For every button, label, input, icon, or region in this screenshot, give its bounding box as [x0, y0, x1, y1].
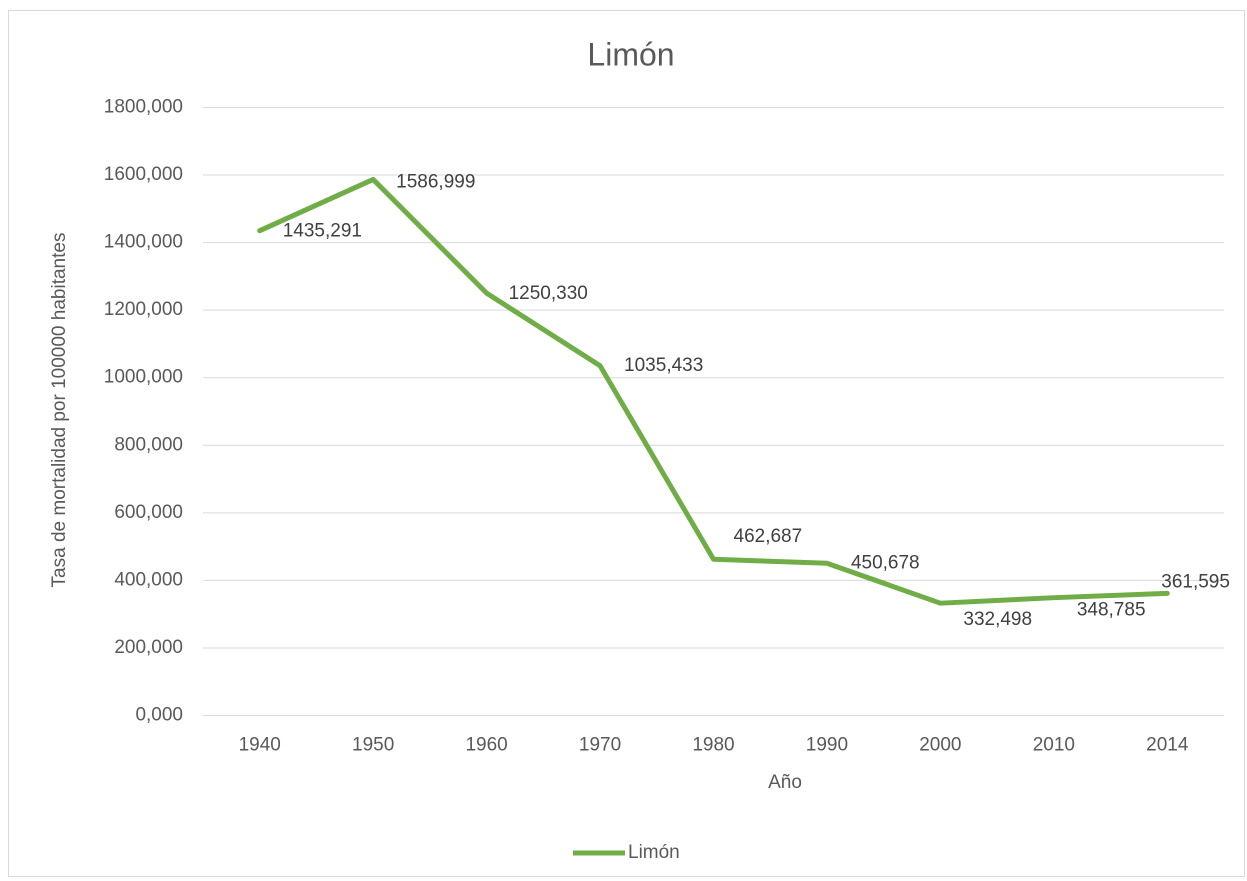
y-tick-label: 1800,000 — [104, 97, 183, 118]
x-axis-label: Año — [768, 772, 802, 793]
data-label: 332,498 — [963, 609, 1032, 630]
y-tick-label: 200,000 — [114, 637, 183, 658]
x-tick-label: 1980 — [692, 735, 734, 756]
y-tick-label: 1200,000 — [104, 299, 183, 320]
x-tick-label: 1950 — [352, 735, 394, 756]
data-label: 1035,433 — [624, 355, 703, 376]
chart-title: Limón — [587, 36, 674, 72]
x-tick-label: 1990 — [806, 735, 848, 756]
x-tick-label: 2014 — [1146, 735, 1189, 756]
x-tick-label: 2000 — [919, 735, 961, 756]
x-tick-label: 1960 — [465, 735, 507, 756]
x-tick-label: 1940 — [239, 735, 281, 756]
data-label: 1250,330 — [509, 283, 588, 304]
x-tick-label: 1970 — [579, 735, 621, 756]
data-label: 1586,999 — [396, 171, 475, 192]
data-label: 450,678 — [851, 552, 920, 573]
y-tick-label: 0,000 — [135, 705, 183, 726]
chart-border — [8, 10, 1245, 877]
line — [257, 176, 1170, 606]
y-tick-label: 1400,000 — [104, 232, 183, 253]
y-tick-label: 1600,000 — [104, 164, 183, 185]
x-tick-label: 2010 — [1033, 735, 1075, 756]
data-label: 462,687 — [734, 526, 803, 547]
y-tick-label: 400,000 — [114, 569, 183, 590]
y-tick-label: 1000,000 — [104, 367, 183, 388]
y-axis-label: Tasa de mortalidad por 100000 habitantes — [49, 233, 70, 588]
data-label: 361,595 — [1161, 571, 1230, 592]
y-tick-label: 800,000 — [114, 434, 183, 455]
y-tick-label: 600,000 — [114, 502, 183, 523]
data-label: 348,785 — [1077, 600, 1146, 621]
legend-label: Limón — [628, 842, 680, 863]
data-label: 1435,291 — [283, 221, 362, 242]
